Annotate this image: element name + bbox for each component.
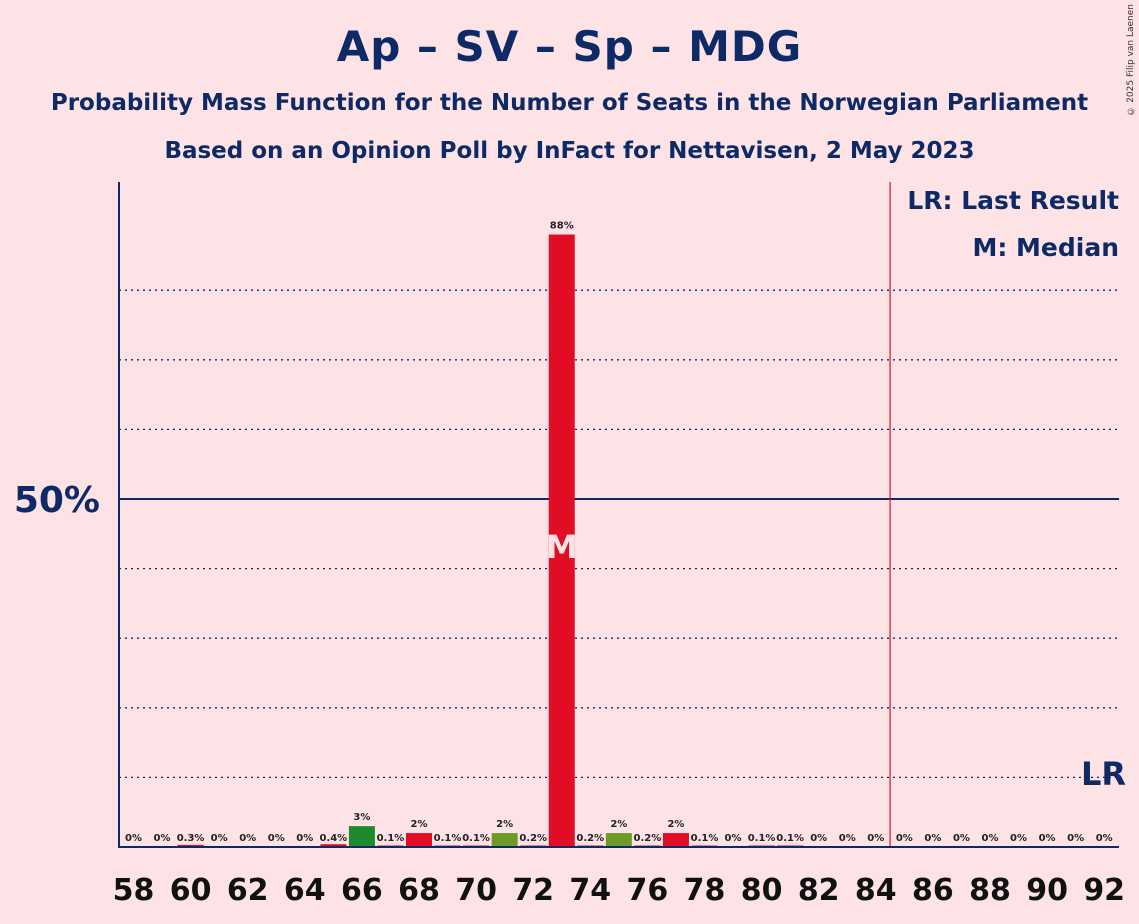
value-label-61: 0% xyxy=(211,833,228,844)
value-label-65: 0.4% xyxy=(319,833,347,844)
bar-seat-60 xyxy=(177,844,204,847)
value-label-92: 0% xyxy=(1096,833,1113,844)
value-label-86: 0% xyxy=(924,833,941,844)
value-label-81: 0.1% xyxy=(776,833,804,844)
value-label-84: 0% xyxy=(867,833,884,844)
value-label-90: 0% xyxy=(1039,833,1056,844)
chart-subtitle: Probability Mass Function for the Number… xyxy=(50,90,1089,116)
value-label-88: 0% xyxy=(982,833,999,844)
value-label-72: 0.2% xyxy=(519,833,547,844)
value-label-91: 0% xyxy=(1067,833,1084,844)
value-label-67: 0.1% xyxy=(377,833,405,844)
x-tick-label: 58 xyxy=(113,873,155,908)
bar-seat-71 xyxy=(491,833,518,847)
x-tick-label: 66 xyxy=(341,873,383,908)
x-tick-label: 60 xyxy=(170,873,212,908)
x-tick-label: 72 xyxy=(512,873,554,908)
median-marker: M xyxy=(546,528,578,566)
x-tick-label: 78 xyxy=(684,873,726,908)
value-label-80: 0.1% xyxy=(748,833,776,844)
value-label-58: 0% xyxy=(125,833,142,844)
bar-seat-65 xyxy=(320,844,347,847)
value-label-75: 2% xyxy=(610,819,627,830)
bar-seat-75 xyxy=(605,833,632,847)
value-label-66: 3% xyxy=(353,812,370,823)
x-tick-label: 74 xyxy=(569,873,611,908)
value-label-60: 0.3% xyxy=(177,833,205,844)
x-tick-label: 70 xyxy=(455,873,497,908)
page-title: Ap – SV – Sp – MDG xyxy=(336,22,803,71)
x-tick-label: 64 xyxy=(284,873,326,908)
bar-seat-77 xyxy=(662,833,689,847)
x-tick-label: 90 xyxy=(1026,873,1068,908)
chart-source: Based on an Opinion Poll by InFact for N… xyxy=(164,138,975,164)
value-label-89: 0% xyxy=(1010,833,1027,844)
value-label-76: 0.2% xyxy=(634,833,662,844)
x-tick-label: 92 xyxy=(1083,873,1125,908)
value-label-73: 88% xyxy=(550,221,574,232)
x-tick-label: 88 xyxy=(969,873,1011,908)
value-label-71: 2% xyxy=(496,819,513,830)
value-label-79: 0% xyxy=(725,833,742,844)
value-label-69: 0.1% xyxy=(434,833,462,844)
x-tick-label: 76 xyxy=(627,873,669,908)
x-tick-label: 68 xyxy=(398,873,440,908)
legend-median: M: Median xyxy=(972,233,1119,262)
bar-seat-66 xyxy=(348,826,375,847)
value-label-68: 2% xyxy=(411,819,428,830)
value-label-59: 0% xyxy=(154,833,171,844)
value-label-77: 2% xyxy=(667,819,684,830)
x-tick-label: 82 xyxy=(798,873,840,908)
value-label-78: 0.1% xyxy=(691,833,719,844)
y-tick-label: 50% xyxy=(14,480,100,521)
last-result-marker: LR xyxy=(1081,755,1126,793)
value-label-74: 0.2% xyxy=(576,833,604,844)
value-label-83: 0% xyxy=(839,833,856,844)
value-label-63: 0% xyxy=(268,833,285,844)
x-tick-label: 80 xyxy=(741,873,783,908)
bar-seat-73 xyxy=(548,234,575,847)
x-tick-label: 84 xyxy=(855,873,897,908)
value-label-70: 0.1% xyxy=(462,833,490,844)
legend-last-result: LR: Last Result xyxy=(907,186,1119,215)
bar-seat-68 xyxy=(406,833,432,847)
value-label-82: 0% xyxy=(810,833,827,844)
value-label-85: 0% xyxy=(896,833,913,844)
x-tick-label: 62 xyxy=(227,873,269,908)
value-label-64: 0% xyxy=(296,833,313,844)
value-label-87: 0% xyxy=(953,833,970,844)
value-label-62: 0% xyxy=(239,833,256,844)
x-tick-label: 86 xyxy=(912,873,954,908)
